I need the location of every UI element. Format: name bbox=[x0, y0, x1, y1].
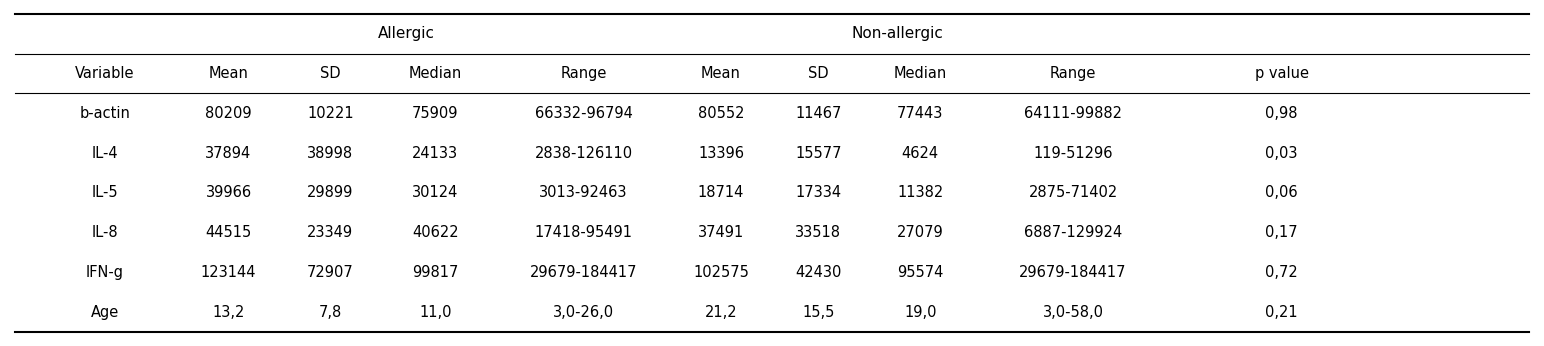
Text: 37491: 37491 bbox=[698, 225, 744, 240]
Text: 29679-184417: 29679-184417 bbox=[1019, 265, 1127, 280]
Text: 4624: 4624 bbox=[902, 146, 939, 161]
Text: 27079: 27079 bbox=[897, 225, 943, 240]
Text: 102575: 102575 bbox=[693, 265, 749, 280]
Text: 99817: 99817 bbox=[412, 265, 459, 280]
Text: p value: p value bbox=[1255, 66, 1308, 81]
Text: 23349: 23349 bbox=[307, 225, 354, 240]
Text: 119-51296: 119-51296 bbox=[1033, 146, 1113, 161]
Text: 11467: 11467 bbox=[795, 106, 841, 121]
Text: 75909: 75909 bbox=[412, 106, 459, 121]
Text: Non-allergic: Non-allergic bbox=[851, 26, 943, 41]
Text: 19,0: 19,0 bbox=[903, 305, 937, 320]
Text: 29899: 29899 bbox=[307, 185, 354, 200]
Text: Median: Median bbox=[894, 66, 946, 81]
Text: 3013-92463: 3013-92463 bbox=[539, 185, 628, 200]
Text: Allergic: Allergic bbox=[378, 26, 434, 41]
Text: 39966: 39966 bbox=[205, 185, 252, 200]
Text: 6887-129924: 6887-129924 bbox=[1024, 225, 1122, 240]
Text: 0,21: 0,21 bbox=[1265, 305, 1299, 320]
Text: 3,0-58,0: 3,0-58,0 bbox=[1042, 305, 1104, 320]
Text: Variable: Variable bbox=[76, 66, 134, 81]
Text: 7,8: 7,8 bbox=[318, 305, 343, 320]
Text: 11382: 11382 bbox=[897, 185, 943, 200]
Text: 15,5: 15,5 bbox=[803, 305, 834, 320]
Text: 17418-95491: 17418-95491 bbox=[534, 225, 633, 240]
Text: Mean: Mean bbox=[701, 66, 741, 81]
Text: 0,03: 0,03 bbox=[1265, 146, 1299, 161]
Text: 40622: 40622 bbox=[412, 225, 459, 240]
Text: 15577: 15577 bbox=[795, 146, 841, 161]
Text: 29679-184417: 29679-184417 bbox=[530, 265, 638, 280]
Text: 0,72: 0,72 bbox=[1265, 265, 1299, 280]
Text: IL-8: IL-8 bbox=[91, 225, 119, 240]
Text: 80552: 80552 bbox=[698, 106, 744, 121]
Text: 30124: 30124 bbox=[412, 185, 459, 200]
Text: IL-4: IL-4 bbox=[91, 146, 119, 161]
Text: 24133: 24133 bbox=[412, 146, 459, 161]
Text: 66332-96794: 66332-96794 bbox=[534, 106, 633, 121]
Text: 2875-71402: 2875-71402 bbox=[1028, 185, 1118, 200]
Text: 10221: 10221 bbox=[307, 106, 354, 121]
Text: 0,17: 0,17 bbox=[1265, 225, 1299, 240]
Text: 18714: 18714 bbox=[698, 185, 744, 200]
Text: Mean: Mean bbox=[208, 66, 249, 81]
Text: 21,2: 21,2 bbox=[704, 305, 738, 320]
Text: 44515: 44515 bbox=[205, 225, 252, 240]
Text: 11,0: 11,0 bbox=[418, 305, 452, 320]
Text: Median: Median bbox=[409, 66, 462, 81]
Text: 13,2: 13,2 bbox=[213, 305, 244, 320]
Text: 2838-126110: 2838-126110 bbox=[534, 146, 633, 161]
Text: 42430: 42430 bbox=[795, 265, 841, 280]
Text: Age: Age bbox=[91, 305, 119, 320]
Text: 0,98: 0,98 bbox=[1265, 106, 1299, 121]
Text: 33518: 33518 bbox=[795, 225, 841, 240]
Text: IFN-g: IFN-g bbox=[86, 265, 124, 280]
Text: 95574: 95574 bbox=[897, 265, 943, 280]
Text: 17334: 17334 bbox=[795, 185, 841, 200]
Text: SD: SD bbox=[808, 66, 829, 81]
Text: SD: SD bbox=[320, 66, 341, 81]
Text: IL-5: IL-5 bbox=[91, 185, 119, 200]
Text: 37894: 37894 bbox=[205, 146, 252, 161]
Text: 80209: 80209 bbox=[205, 106, 252, 121]
Text: 3,0-26,0: 3,0-26,0 bbox=[553, 305, 615, 320]
Text: 123144: 123144 bbox=[201, 265, 256, 280]
Text: 13396: 13396 bbox=[698, 146, 744, 161]
Text: 77443: 77443 bbox=[897, 106, 943, 121]
Text: Range: Range bbox=[560, 66, 607, 81]
Text: 64111-99882: 64111-99882 bbox=[1024, 106, 1122, 121]
Text: Range: Range bbox=[1050, 66, 1096, 81]
Text: 72907: 72907 bbox=[307, 265, 354, 280]
Text: 0,06: 0,06 bbox=[1265, 185, 1299, 200]
Text: b-actin: b-actin bbox=[80, 106, 130, 121]
Text: 38998: 38998 bbox=[307, 146, 354, 161]
